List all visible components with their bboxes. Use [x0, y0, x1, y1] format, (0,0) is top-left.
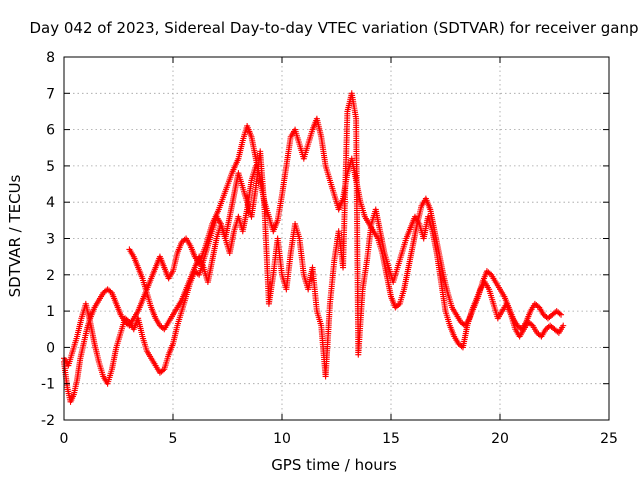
y-tick-label: 1 — [46, 304, 55, 320]
x-tick-label: 15 — [382, 431, 400, 447]
data-point — [560, 322, 567, 329]
series-line — [63, 117, 562, 404]
y-tick-label: 5 — [46, 159, 55, 175]
y-tick-label: 4 — [46, 195, 55, 211]
y-tick-label: 8 — [46, 50, 55, 66]
y-tick-label: 7 — [46, 86, 55, 102]
y-tick-label: 3 — [46, 232, 55, 248]
x-axis-label: GPS time / hours — [271, 456, 397, 474]
y-tick-label: -1 — [41, 377, 55, 393]
data-point — [252, 162, 259, 169]
axis-ticks: 0 5 10 15 20 25 -2 -1 0 1 2 3 4 5 6 7 8 — [41, 50, 618, 447]
x-tick-label: 10 — [273, 431, 291, 447]
series-track-c — [126, 162, 259, 333]
y-tick-label: 2 — [46, 268, 55, 284]
y-axis-label: SDTVAR / TECUs — [6, 174, 24, 297]
data-point — [558, 311, 565, 318]
x-tick-label: 5 — [169, 431, 178, 447]
y-tick-label: 0 — [46, 340, 55, 356]
data-series — [61, 90, 567, 405]
x-tick-label: 25 — [600, 431, 618, 447]
y-tick-label: 6 — [46, 123, 55, 139]
grid-lines — [64, 57, 609, 420]
chart-title: Day 042 of 2023, Sidereal Day-to-day VTE… — [29, 19, 638, 37]
x-tick-label: 20 — [491, 431, 509, 447]
series-track-b — [61, 90, 567, 387]
x-tick-label: 0 — [60, 431, 69, 447]
y-tick-label: -2 — [41, 413, 55, 429]
